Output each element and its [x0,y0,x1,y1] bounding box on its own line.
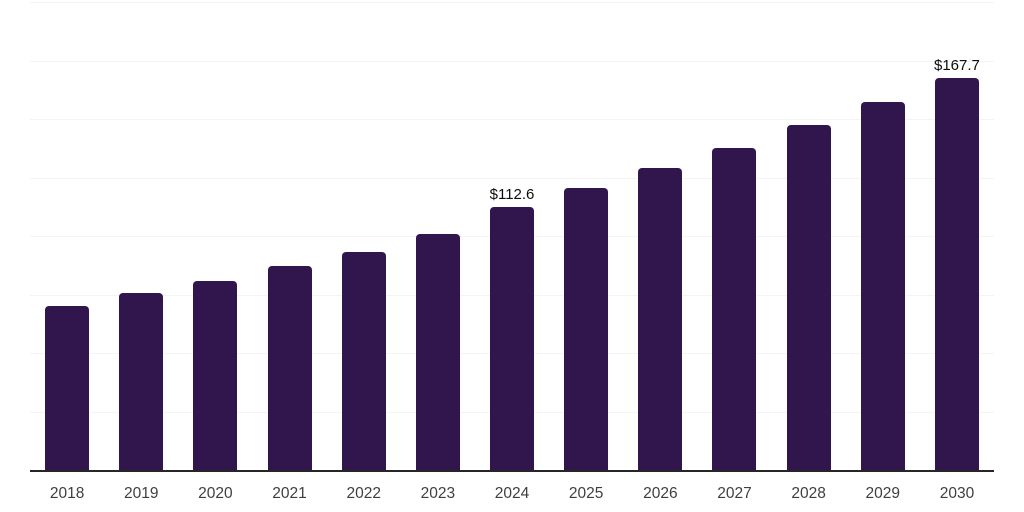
x-tick-label-2024: 2024 [494,485,530,502]
bar-2026 [638,168,683,470]
bar-value-label-2030: $167.7 [934,56,980,74]
bar-slot-2030: $167.7 [920,2,994,470]
gridline-200 [30,2,994,3]
x-tick-label-2022: 2022 [346,485,381,502]
x-tick-label-2019: 2019 [123,485,159,502]
bar-slot-2029 [846,2,920,470]
x-tick-label-2023: 2023 [420,485,456,502]
bar-slot-2021 [252,2,326,470]
bar-2029 [860,102,905,470]
bar-2018 [45,305,90,470]
bar-slot-2018 [30,2,104,470]
bar-slot-2023 [401,2,475,470]
bar-slot-2024: $112.6 [475,2,549,470]
x-tick-label-2029: 2029 [865,485,901,502]
x-tick-label-2028: 2028 [791,485,826,502]
x-tick-label-2018: 2018 [49,485,85,502]
bar-slot-2027 [697,2,771,470]
bar-slot-2028 [772,2,846,470]
gridline-175 [30,60,994,62]
bar-2024 [490,206,535,470]
bar-slot-2020 [178,2,252,470]
bar-2022 [341,251,386,470]
x-tick-label-2027: 2027 [717,485,752,502]
gridline-150 [30,119,994,120]
x-tick-label-2021: 2021 [272,485,307,502]
bar-value-label-2024: $112.6 [489,185,535,203]
x-tick-label-2030: 2030 [939,485,975,502]
x-tick-label-2025: 2025 [568,485,604,502]
bar-2019 [119,293,164,470]
bar-slot-2022 [327,2,401,470]
bar-2027 [712,147,757,470]
plot-area: $112.6 $167.7 [30,2,994,472]
bar-2021 [267,265,312,470]
bar-2020 [193,281,238,470]
gridline-125 [30,177,994,179]
x-tick-label-2020: 2020 [198,485,233,502]
bar-slot-2025 [549,2,623,470]
x-axis-labels: 2018 2019 2020 2021 2022 2023 2024 2025 2026 2027… [30,484,994,504]
bar-2030 [934,77,979,470]
bar-slot-2019 [104,2,178,470]
bar-2028 [786,125,831,470]
bar-slot-2026 [623,2,697,470]
bar-2025 [564,188,609,470]
bar-2023 [415,234,460,470]
x-tick-label-2026: 2026 [643,485,678,502]
